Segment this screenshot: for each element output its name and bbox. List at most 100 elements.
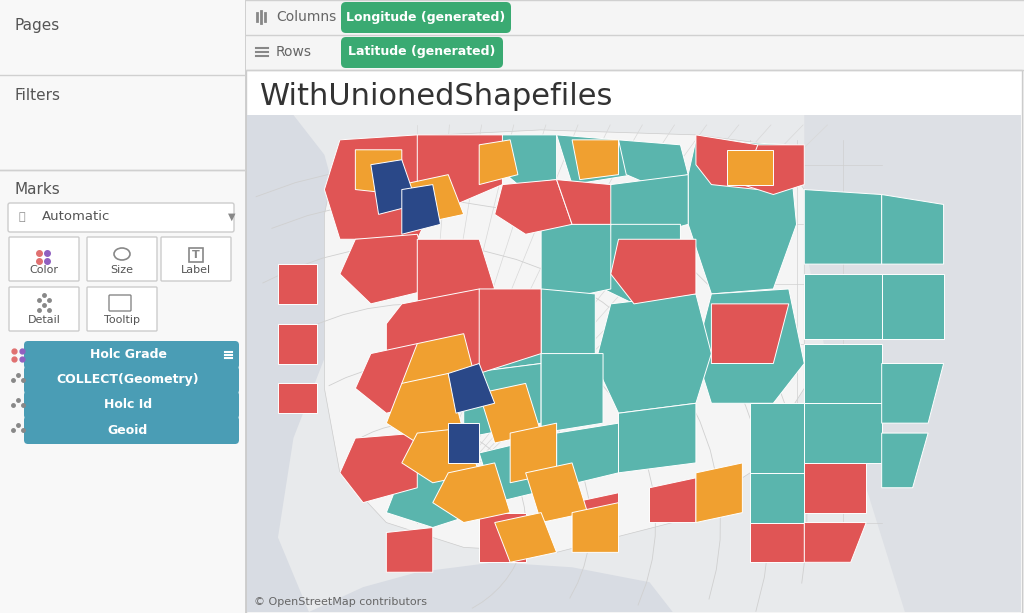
Text: Longitude (generated): Longitude (generated) (346, 10, 506, 23)
Polygon shape (751, 473, 804, 522)
Polygon shape (742, 145, 804, 194)
Polygon shape (340, 433, 418, 503)
Polygon shape (464, 364, 541, 438)
Text: T: T (193, 250, 200, 260)
Text: Label: Label (181, 265, 211, 275)
Polygon shape (595, 294, 712, 413)
Polygon shape (882, 433, 928, 488)
Polygon shape (401, 175, 464, 224)
FancyBboxPatch shape (161, 237, 231, 281)
Polygon shape (495, 180, 572, 234)
FancyBboxPatch shape (341, 37, 503, 68)
FancyBboxPatch shape (9, 237, 79, 281)
Polygon shape (247, 115, 347, 612)
Polygon shape (464, 299, 541, 373)
Bar (0, 170, 245, 613)
Text: Holc Grade: Holc Grade (89, 349, 167, 362)
Polygon shape (479, 289, 541, 373)
Polygon shape (557, 180, 610, 224)
Polygon shape (649, 478, 696, 522)
Text: Rows: Rows (276, 45, 312, 59)
FancyBboxPatch shape (8, 203, 234, 232)
Polygon shape (401, 185, 440, 234)
Text: Latitude (generated): Latitude (generated) (348, 45, 496, 58)
Polygon shape (495, 512, 557, 562)
Polygon shape (479, 383, 541, 443)
Polygon shape (355, 344, 433, 413)
Polygon shape (557, 423, 618, 488)
Text: Holc Id: Holc Id (104, 398, 152, 411)
Text: Geoid: Geoid (108, 424, 148, 436)
Text: Columns: Columns (276, 10, 336, 24)
Text: Filters: Filters (14, 88, 60, 103)
Polygon shape (325, 130, 804, 552)
Polygon shape (557, 135, 634, 185)
Text: Marks: Marks (14, 182, 59, 197)
Polygon shape (696, 289, 804, 403)
Polygon shape (712, 304, 788, 364)
Polygon shape (541, 224, 610, 304)
Polygon shape (401, 333, 479, 403)
Polygon shape (804, 344, 882, 403)
Bar (0, 0, 245, 613)
Polygon shape (751, 403, 804, 473)
FancyBboxPatch shape (24, 391, 239, 419)
Polygon shape (882, 364, 943, 423)
Polygon shape (325, 135, 440, 239)
Text: 🌐: 🌐 (18, 212, 26, 222)
Polygon shape (386, 463, 479, 528)
Text: Automatic: Automatic (42, 210, 111, 224)
Polygon shape (340, 234, 433, 304)
Polygon shape (449, 364, 495, 413)
Bar (0, 0, 245, 75)
Polygon shape (355, 150, 401, 194)
Polygon shape (278, 324, 316, 364)
Polygon shape (610, 239, 696, 304)
Text: Size: Size (111, 265, 133, 275)
Bar (246, 35, 1024, 70)
FancyBboxPatch shape (87, 237, 157, 281)
Polygon shape (618, 403, 696, 473)
Text: Detail: Detail (28, 315, 60, 325)
Polygon shape (479, 512, 525, 562)
Polygon shape (572, 503, 618, 552)
Text: Color: Color (30, 265, 58, 275)
Polygon shape (696, 135, 758, 189)
Polygon shape (479, 438, 557, 503)
Polygon shape (449, 423, 479, 463)
FancyBboxPatch shape (24, 366, 239, 394)
Polygon shape (618, 140, 688, 185)
Text: © OpenStreetMap contributors: © OpenStreetMap contributors (254, 597, 427, 607)
Text: ▼: ▼ (228, 212, 236, 222)
FancyBboxPatch shape (24, 416, 239, 444)
Polygon shape (688, 140, 797, 294)
Polygon shape (371, 160, 418, 215)
FancyBboxPatch shape (87, 287, 157, 331)
Polygon shape (278, 383, 316, 413)
Polygon shape (572, 493, 618, 543)
Polygon shape (386, 528, 433, 573)
Polygon shape (386, 373, 464, 443)
Polygon shape (696, 463, 742, 522)
Polygon shape (603, 175, 688, 239)
Text: WithUnionedShapefiles: WithUnionedShapefiles (260, 82, 613, 111)
FancyBboxPatch shape (24, 341, 239, 369)
Polygon shape (401, 428, 479, 483)
Polygon shape (386, 289, 495, 373)
Polygon shape (309, 562, 673, 612)
Polygon shape (418, 239, 495, 304)
Polygon shape (804, 189, 882, 264)
Text: Tooltip: Tooltip (104, 315, 140, 325)
Polygon shape (479, 140, 518, 185)
Polygon shape (278, 264, 316, 304)
Polygon shape (751, 522, 804, 562)
Polygon shape (418, 135, 503, 205)
Polygon shape (804, 403, 882, 463)
Bar (0, 75, 245, 170)
FancyBboxPatch shape (9, 287, 79, 331)
Text: Pages: Pages (14, 18, 59, 33)
Polygon shape (433, 463, 510, 522)
Text: COLLECT(Geometry): COLLECT(Geometry) (56, 373, 200, 387)
Polygon shape (882, 274, 943, 338)
Polygon shape (804, 274, 882, 338)
